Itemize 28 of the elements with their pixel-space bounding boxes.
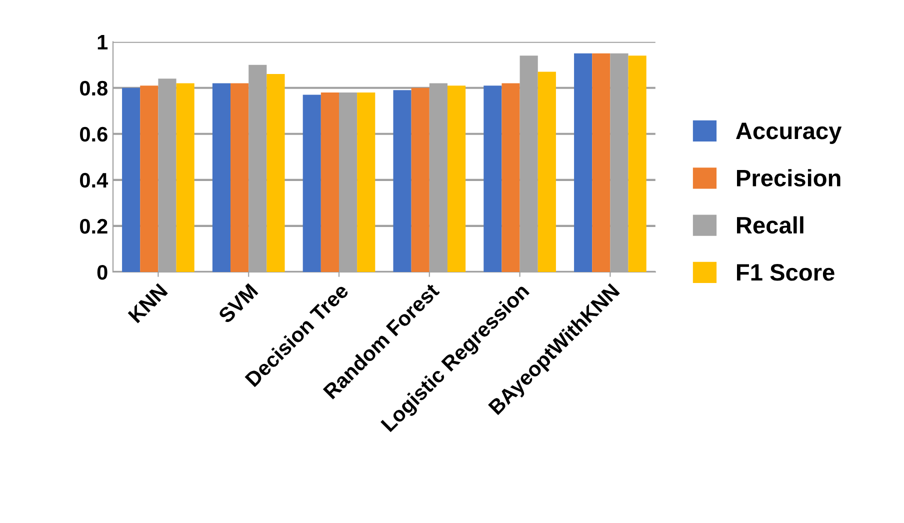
- bar: [230, 83, 249, 272]
- bar: [484, 86, 502, 272]
- bar: [140, 86, 158, 272]
- bar: [357, 92, 376, 272]
- legend-label: Accuracy: [736, 122, 842, 144]
- legend-label: Recall: [737, 216, 804, 234]
- bar: [502, 83, 520, 272]
- y-tick-label: 0.6: [80, 126, 108, 142]
- y-tick-label: 0: [97, 264, 108, 280]
- bar: [592, 53, 610, 272]
- bar: [447, 86, 466, 272]
- bar: [574, 53, 592, 272]
- bar: [122, 88, 140, 272]
- legend-label: F1 Score: [737, 264, 834, 281]
- y-tick-label: 0.2: [80, 218, 108, 234]
- y-tick-label: 0.8: [80, 80, 108, 96]
- y-tick-label: 0.4: [80, 172, 108, 188]
- bar: [411, 88, 430, 272]
- bar: [538, 72, 556, 272]
- bar: [176, 83, 194, 272]
- bar: [266, 74, 285, 272]
- bar: [320, 92, 339, 272]
- bar: [393, 90, 412, 272]
- legend-label: Precision: [737, 169, 840, 186]
- y-tick-label: 1: [98, 35, 108, 50]
- bar: [212, 83, 231, 272]
- bar: [628, 56, 646, 272]
- bar: [302, 94, 321, 272]
